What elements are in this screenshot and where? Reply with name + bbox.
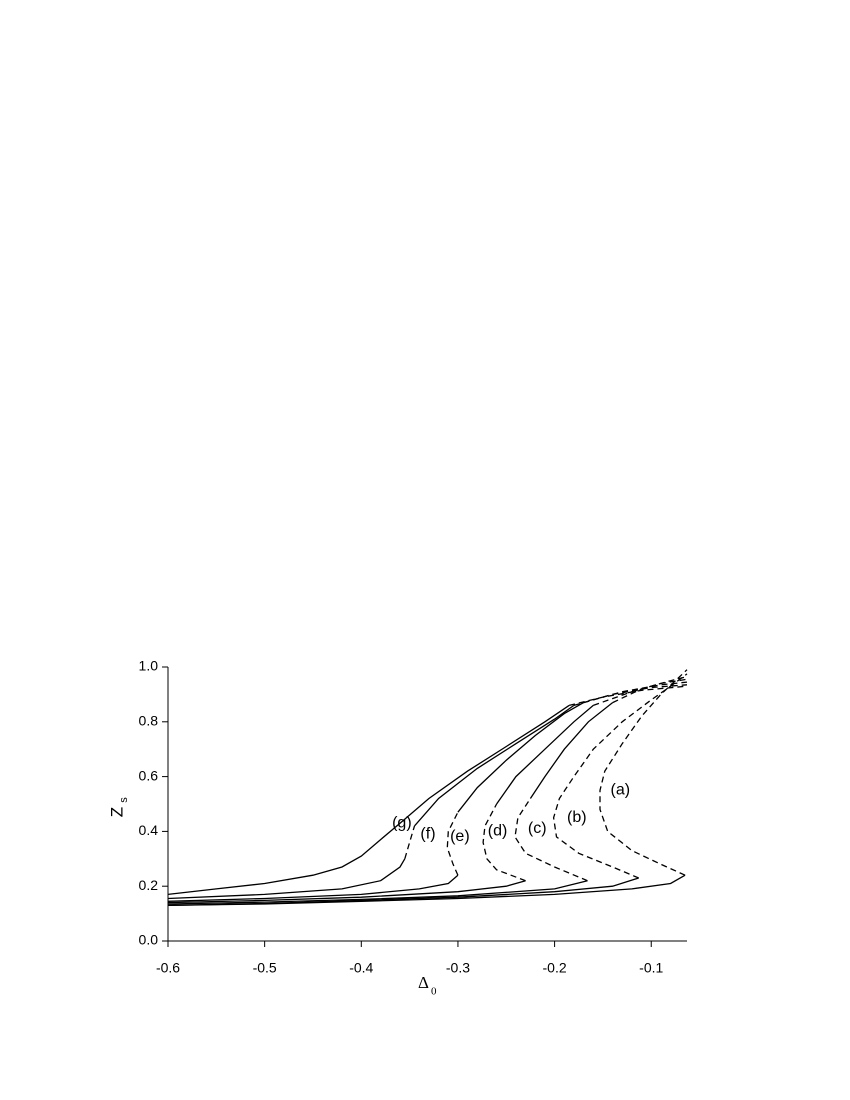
y-tick-label: 0.4 xyxy=(139,822,159,838)
curve xyxy=(612,675,688,704)
curve-label: (g) xyxy=(392,814,412,831)
curve xyxy=(404,825,416,859)
y-axis-label-sub: s xyxy=(118,797,130,803)
curve xyxy=(167,874,459,902)
curve xyxy=(599,669,688,876)
curve-label: (c) xyxy=(528,820,547,837)
x-tick-label: -0.2 xyxy=(543,960,567,976)
x-axis-label-sub: 0 xyxy=(431,986,437,998)
curve xyxy=(167,877,639,907)
curve xyxy=(529,702,614,799)
curve-label: (f) xyxy=(420,825,435,842)
curve xyxy=(457,702,584,813)
curve xyxy=(482,803,526,882)
y-tick-label: 0.2 xyxy=(139,877,159,893)
y-axis-label: Z xyxy=(107,807,126,817)
curve xyxy=(552,673,688,879)
curve-label: (b) xyxy=(567,809,587,826)
curve xyxy=(568,685,688,707)
curve xyxy=(167,858,406,900)
curve xyxy=(167,880,588,905)
y-tick-label: 0.0 xyxy=(139,932,159,948)
curve-label: (e) xyxy=(450,828,470,845)
x-tick-label: -0.6 xyxy=(156,960,180,976)
curve-label: (a) xyxy=(611,782,631,799)
y-tick-label: 0.6 xyxy=(139,767,159,783)
curve xyxy=(593,678,688,707)
y-tick-label: 1.0 xyxy=(139,658,159,674)
curve-label: (d) xyxy=(488,823,508,840)
curve xyxy=(167,704,570,896)
curve xyxy=(446,811,459,876)
curve xyxy=(514,798,588,882)
curve xyxy=(414,704,575,827)
y-axis-label-group: Z s xyxy=(107,797,129,817)
curve xyxy=(167,880,526,904)
y-tick-label: 0.8 xyxy=(139,713,159,729)
curve xyxy=(496,704,594,805)
x-tick-label: -0.1 xyxy=(639,960,663,976)
x-tick-label: -0.3 xyxy=(446,960,470,976)
x-axis-label: Δ xyxy=(418,973,429,992)
x-tick-label: -0.4 xyxy=(349,960,373,976)
x-tick-label: -0.5 xyxy=(253,960,277,976)
